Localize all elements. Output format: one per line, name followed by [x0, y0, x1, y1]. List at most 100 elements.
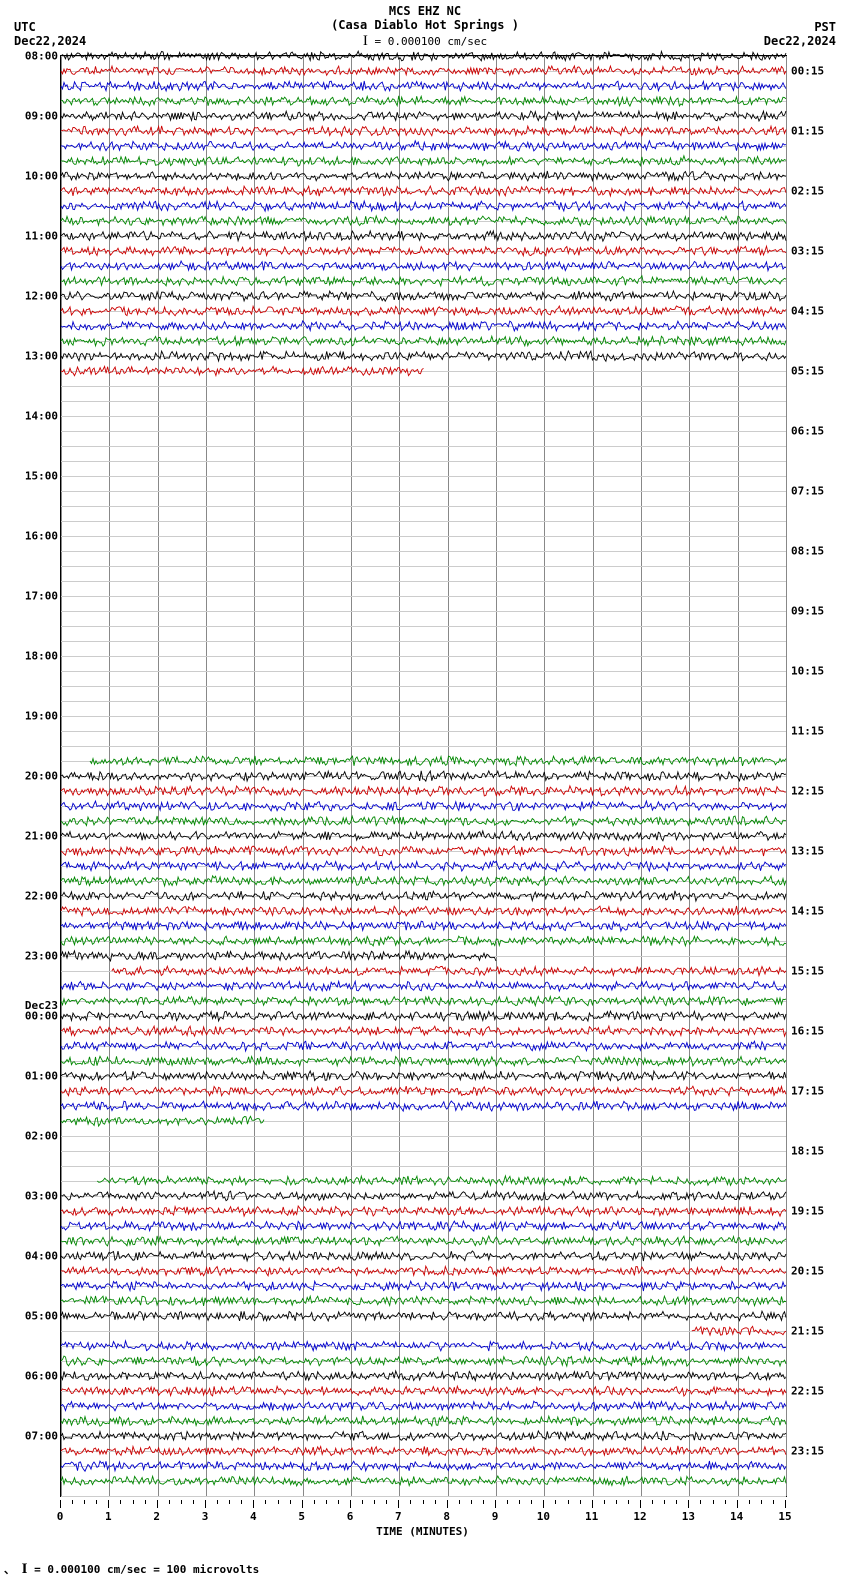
x-tick-major [253, 1500, 254, 1508]
pst-time-label: 10:15 [791, 665, 824, 678]
x-tick-label: 14 [730, 1510, 743, 1523]
x-tick-major [205, 1500, 206, 1508]
seismic-trace [61, 1009, 786, 1023]
utc-time-label: 22:00 [25, 890, 58, 903]
x-tick-minor [181, 1500, 182, 1504]
row-baseline [61, 566, 786, 567]
utc-time-label: 12:00 [25, 290, 58, 303]
seismic-trace [61, 1174, 786, 1188]
seismic-trace [61, 304, 786, 318]
pst-header: PST [814, 20, 836, 34]
x-tick-minor [483, 1500, 484, 1504]
x-tick-minor [568, 1500, 569, 1504]
pst-time-label: 19:15 [791, 1205, 824, 1218]
x-tick-minor [241, 1500, 242, 1504]
utc-time-label: 17:00 [25, 590, 58, 603]
x-tick-major [785, 1500, 786, 1508]
seismic-trace [61, 124, 786, 138]
x-tick-minor [169, 1500, 170, 1504]
x-tick-minor [84, 1500, 85, 1504]
x-tick-major [60, 1500, 61, 1508]
seismic-trace [61, 1264, 786, 1278]
seismic-trace [61, 1474, 786, 1488]
x-tick-minor [145, 1500, 146, 1504]
x-tick-minor [423, 1500, 424, 1504]
x-tick-minor [725, 1500, 726, 1504]
row-baseline [61, 1151, 786, 1152]
x-tick-minor [229, 1500, 230, 1504]
pst-time-label: 22:15 [791, 1385, 824, 1398]
utc-time-label: 08:00 [25, 50, 58, 63]
seismic-trace [61, 184, 786, 198]
seismic-trace [61, 769, 786, 783]
utc-date: Dec22,2024 [14, 34, 86, 48]
seismic-trace [61, 874, 786, 888]
seismic-trace [61, 1234, 786, 1248]
x-tick-label: 1 [105, 1510, 112, 1523]
utc-time-label: 23:00 [25, 950, 58, 963]
x-tick-minor [314, 1500, 315, 1504]
x-tick-minor [604, 1500, 605, 1504]
row-baseline [61, 716, 786, 717]
x-tick-minor [410, 1500, 411, 1504]
utc-time-label: 02:00 [25, 1130, 58, 1143]
x-tick-minor [700, 1500, 701, 1504]
utc-time-label: 16:00 [25, 530, 58, 543]
seismic-trace [61, 829, 786, 843]
seismic-trace [61, 1354, 786, 1368]
seismic-trace [61, 79, 786, 93]
pst-time-label: 18:15 [791, 1145, 824, 1158]
seismic-trace [61, 1414, 786, 1428]
seismic-trace [61, 1459, 786, 1473]
x-tick-label: 12 [633, 1510, 646, 1523]
seismic-trace [61, 844, 786, 858]
seismic-trace [61, 1429, 786, 1443]
seismic-trace [61, 109, 786, 123]
pst-time-label: 03:15 [791, 245, 824, 258]
x-tick-major [157, 1500, 158, 1508]
seismic-trace [61, 154, 786, 168]
x-tick-minor [471, 1500, 472, 1504]
pst-time-label: 08:15 [791, 545, 824, 558]
x-axis: TIME (MINUTES) 0123456789101112131415 [60, 1500, 785, 1540]
seismic-trace [61, 1219, 786, 1233]
seismic-trace [61, 349, 786, 363]
x-tick-minor [616, 1500, 617, 1504]
seismic-trace [61, 1039, 786, 1053]
utc-time-label: 14:00 [25, 410, 58, 423]
row-baseline [61, 551, 786, 552]
seismic-trace [61, 1054, 786, 1068]
x-tick-minor [374, 1500, 375, 1504]
seismic-trace [61, 1399, 786, 1413]
x-tick-major [447, 1500, 448, 1508]
pst-time-label: 04:15 [791, 305, 824, 318]
row-baseline [61, 1136, 786, 1137]
seismic-trace [61, 1294, 786, 1308]
row-baseline [61, 1496, 786, 1497]
row-baseline [61, 461, 786, 462]
x-tick-major [737, 1500, 738, 1508]
x-tick-major [398, 1500, 399, 1508]
grid-vertical [786, 56, 787, 1496]
pst-time-label: 17:15 [791, 1085, 824, 1098]
row-baseline [61, 731, 786, 732]
pst-date: Dec22,2024 [764, 34, 836, 48]
seismic-trace [61, 1114, 786, 1128]
seismic-trace [61, 754, 786, 768]
x-tick-minor [519, 1500, 520, 1504]
x-tick-major [108, 1500, 109, 1508]
seismic-trace [61, 1339, 786, 1353]
x-tick-minor [193, 1500, 194, 1504]
seismic-trace [61, 1204, 786, 1218]
seismic-trace [61, 139, 786, 153]
utc-time-label: 21:00 [25, 830, 58, 843]
x-tick-label: 7 [395, 1510, 402, 1523]
scale-label: I = 0.000100 cm/sec [363, 33, 487, 50]
seismic-trace [61, 214, 786, 228]
utc-time-label: 19:00 [25, 710, 58, 723]
pst-time-label: 23:15 [791, 1445, 824, 1458]
x-tick-major [350, 1500, 351, 1508]
x-tick-minor [652, 1500, 653, 1504]
x-tick-label: 3 [202, 1510, 209, 1523]
x-tick-major [543, 1500, 544, 1508]
